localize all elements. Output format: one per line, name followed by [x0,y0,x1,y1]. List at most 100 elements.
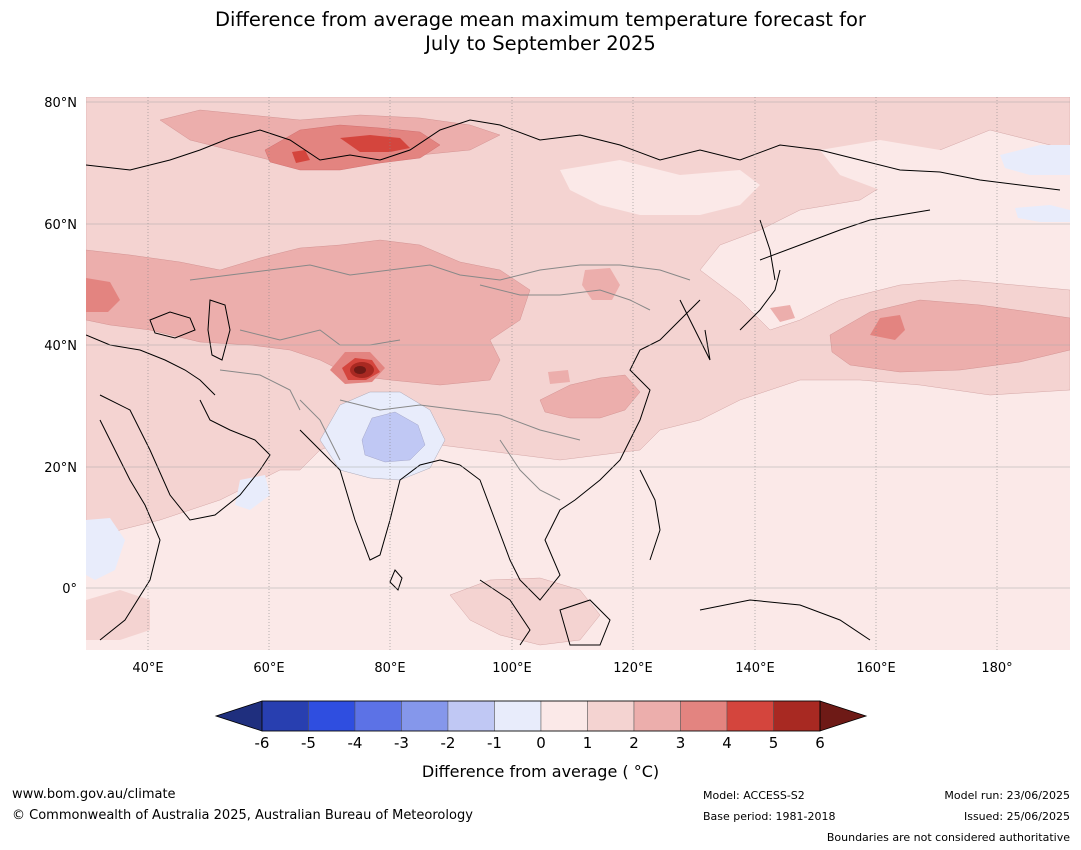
colorbar-segment [680,700,728,732]
colorbar: -6 -5 -4 -3 -2 -1 0 1 2 3 4 5 6 [214,700,868,752]
colorbar-extend-low [214,700,263,732]
colorbar-tick-label: -6 [255,734,270,752]
disclaimer-text: Boundaries are not considered authoritat… [826,831,1070,844]
lat-label: 60°N [44,218,77,233]
colorbar-label: Difference from average ( °C) [421,762,660,781]
anomaly-field [86,97,1070,650]
lon-label: 60°E [253,661,284,676]
colorbar-segment [633,700,681,732]
colorbar-outline [261,700,821,732]
anomaly-zone-4-5-russia [340,135,410,152]
coastline-new-guinea [699,599,871,641]
lon-label: 120°E [613,661,653,676]
lat-label: 0° [62,582,77,597]
anomaly-zone-4-5-small [292,150,310,163]
anomaly-zone-1-2-arctic-cut [560,160,760,215]
colorbar-segment [261,700,309,732]
anomaly-zone-2-3-europe [86,239,531,386]
coastline-arabia [99,394,271,521]
lon-label: 100°E [492,661,532,676]
colorbar-tick-label: -2 [441,734,456,752]
colorbar-tick-label: -3 [394,734,409,752]
graticule [86,97,1070,650]
anomaly-zone-2-3-mongolia [582,268,620,300]
lon-label: 180° [981,661,1012,676]
colorbar-segment [308,700,356,732]
anomaly-zone-neg-east [1015,205,1070,222]
coastline-se-asia [459,299,701,601]
lon-label: 80°E [374,661,405,676]
lat-label: 40°N [44,339,77,354]
anomaly-zone-2-3-small [548,370,570,384]
lon-label: 140°E [735,661,775,676]
coastline-sumatra [479,579,531,646]
colorbar-tick-label: 0 [536,734,546,752]
anomaly-zone-2-3-china-east [539,374,641,419]
colorbar-tick-label: 3 [676,734,686,752]
coastline-philippines [639,469,661,561]
title-line-1: Difference from average mean maximum tem… [215,8,866,31]
border-china-south [339,399,581,441]
colorbar-segment [726,700,774,732]
border-central-asia [239,329,401,346]
coastline-arctic-russia [86,119,1061,191]
border-mongolia [479,284,651,311]
colorbar-tick-label: 5 [769,734,779,752]
lon-labels: 40°E 60°E 80°E 100°E 120°E 140°E 160°E 1… [132,661,1012,676]
lon-label: 40°E [132,661,163,676]
coastlines [86,119,1061,646]
model-run-text: Model run: 23/06/2025 [944,789,1070,802]
coastline-kamchatka [759,209,931,261]
border-indochina [499,439,561,501]
anomaly-zone-1-2-far-north [820,140,1070,215]
colorbar-tick-label: -5 [301,734,316,752]
coastline-sakhalin [759,219,776,281]
colorbar-tick-label: 4 [722,734,732,752]
anomaly-zone-neg-arabian-sea [235,475,270,510]
border-russia-kazakhstan [189,264,691,281]
lat-label: 20°N [44,461,77,476]
map-title: Difference from average mean maximum tem… [0,8,1081,56]
country-borders [189,264,691,501]
anomaly-zone-3-4-europe [86,278,120,312]
colorbar-tick-label: -1 [487,734,502,752]
anomaly-zone-1-2-maritime [449,577,601,646]
anomaly-zone-neg-africa [86,518,125,580]
anomaly-zone-gt6-himalaya [354,366,366,374]
colorbar-segment [494,700,542,732]
anomaly-zone-1-2-arabia [86,590,150,640]
coastline-borneo [559,599,611,646]
colorbar-segment [540,700,588,732]
coastline-black-sea [149,311,196,339]
anomaly-zone-2-3-japan [770,305,795,322]
anomaly-zone-3-4-pacific [870,315,905,340]
lat-labels: 80°N 60°N 40°N 20°N 0° [44,96,77,597]
colorbar-tick-label: 1 [583,734,593,752]
colorbar-tick-label: -4 [348,734,363,752]
colorbar-segment [447,700,495,732]
anomaly-zone-neg-india-core [361,411,426,463]
lat-label: 80°N [44,96,77,111]
coastline-red-sea-africa [99,419,161,641]
base-period-text: Base period: 1981-2018 [703,810,836,823]
issued-text: Issued: 25/06/2025 [963,810,1070,823]
anomaly-zone-neg-arctic [1000,145,1070,175]
colorbar-segment [401,700,449,732]
copyright-text: © Commonwealth of Australia 2025, Austra… [12,808,473,823]
model-text: Model: ACCESS-S2 [703,789,805,802]
border-iran [219,369,301,411]
colorbar-segment [587,700,635,732]
lon-label: 160°E [856,661,896,676]
coastline-caspian [207,299,231,361]
colorbar-segment [773,700,821,732]
colorbar-tick-label: 6 [815,734,825,752]
website-text: www.bom.gov.au/climate [12,787,176,802]
colorbar-tick-label: 2 [629,734,639,752]
border-india-pakistan [299,399,341,461]
title-line-2: July to September 2025 [425,32,656,55]
coastline-sri-lanka [389,569,403,591]
coastline-india [299,429,461,561]
colorbar-segment [354,700,402,732]
anomaly-zone-1-2-east [880,215,1070,260]
